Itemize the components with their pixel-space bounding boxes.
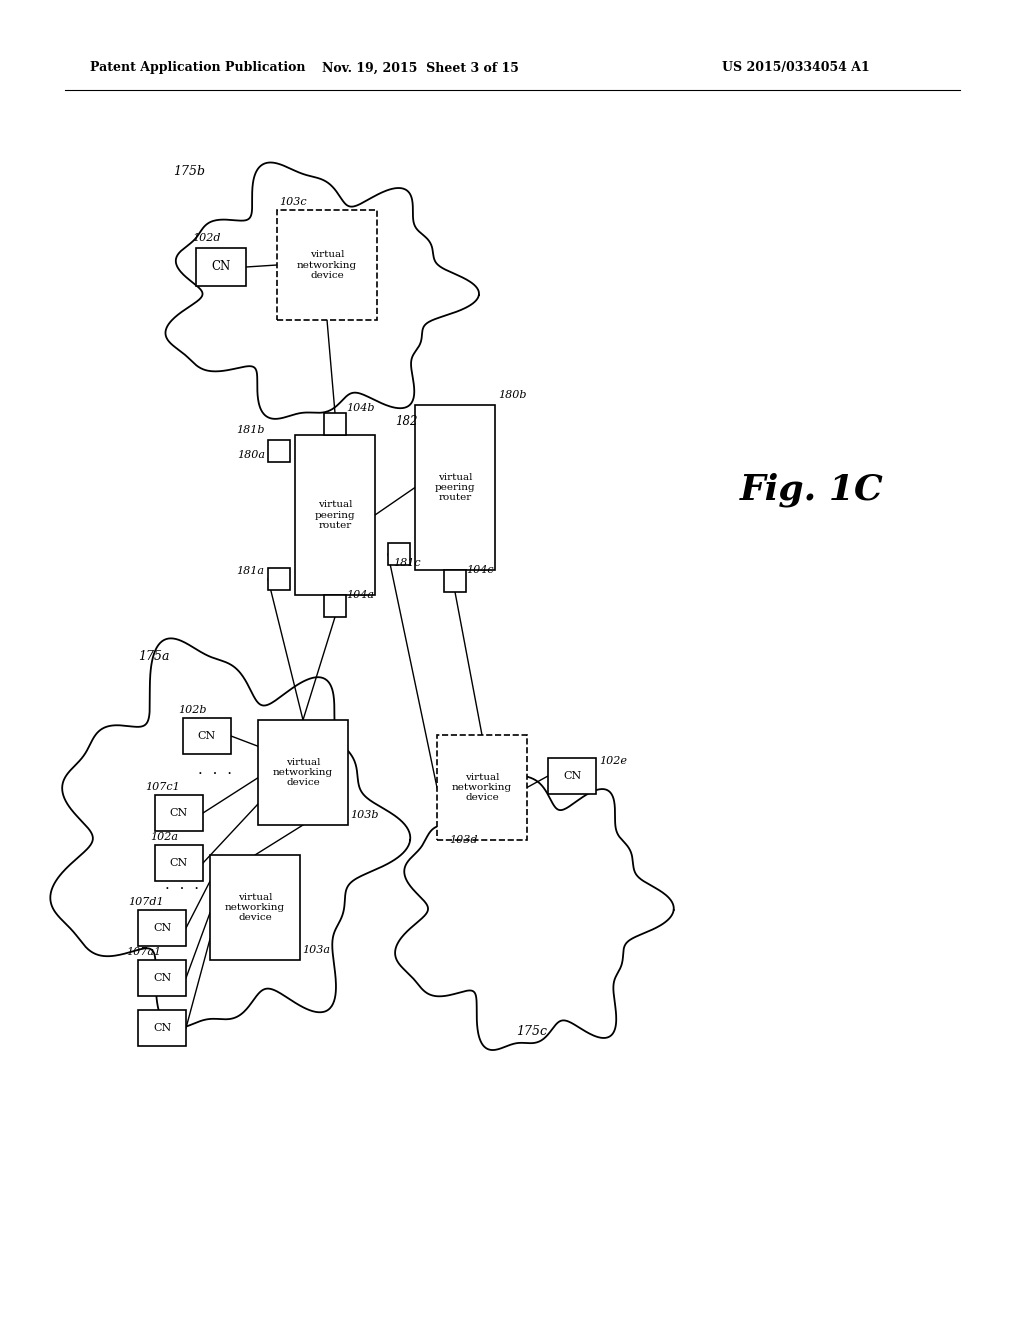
Text: US 2015/0334054 A1: US 2015/0334054 A1	[722, 62, 870, 74]
Text: 175c: 175c	[516, 1026, 547, 1038]
Text: virtual
networking
device: virtual networking device	[273, 758, 333, 788]
Bar	[437, 735, 527, 840]
Bar	[258, 719, 348, 825]
Text: CN: CN	[211, 260, 230, 273]
Text: virtual
networking
device: virtual networking device	[452, 772, 512, 803]
Text: 175b: 175b	[173, 165, 205, 178]
Text: 102e: 102e	[599, 756, 627, 766]
Text: CN: CN	[153, 923, 171, 933]
Text: 103d: 103d	[449, 836, 477, 845]
Bar	[196, 248, 246, 286]
Bar	[155, 845, 203, 880]
Text: 175a: 175a	[138, 649, 170, 663]
Text: 103b: 103b	[350, 810, 379, 820]
Text: 180a: 180a	[237, 450, 265, 459]
Text: Nov. 19, 2015  Sheet 3 of 15: Nov. 19, 2015 Sheet 3 of 15	[322, 62, 518, 74]
Text: 181c: 181c	[393, 558, 421, 568]
Bar	[278, 210, 377, 319]
Text: 107a1: 107a1	[126, 946, 161, 957]
Text: Patent Application Publication: Patent Application Publication	[90, 62, 305, 74]
Text: 102b: 102b	[178, 705, 207, 715]
Text: virtual
networking
device: virtual networking device	[225, 892, 285, 923]
Text: 181a: 181a	[236, 566, 264, 576]
Text: 104c: 104c	[466, 565, 494, 576]
Polygon shape	[395, 760, 674, 1049]
Text: 103a: 103a	[302, 945, 330, 954]
Text: ·  ·  ·: · · ·	[198, 767, 232, 781]
Polygon shape	[50, 639, 411, 1028]
Bar	[183, 718, 231, 754]
Bar	[210, 855, 300, 960]
Bar	[388, 543, 410, 565]
Text: 181b: 181b	[236, 425, 264, 436]
Bar	[295, 436, 375, 595]
Text: 107d1: 107d1	[128, 898, 164, 907]
Text: virtual
peering
router: virtual peering router	[434, 473, 475, 503]
Text: CN: CN	[170, 858, 188, 869]
Bar	[138, 909, 186, 946]
Text: 104a: 104a	[346, 590, 374, 601]
Text: 102a: 102a	[150, 832, 178, 842]
Bar	[268, 440, 290, 462]
Text: 103c: 103c	[279, 197, 306, 207]
Bar	[548, 758, 596, 795]
Text: CN: CN	[198, 731, 216, 741]
Text: 180b: 180b	[498, 389, 526, 400]
Text: ·  ·  ·: · · ·	[165, 882, 199, 896]
Text: CN: CN	[153, 1023, 171, 1034]
Text: 182: 182	[395, 414, 418, 428]
Bar	[415, 405, 495, 570]
Bar	[268, 568, 290, 590]
Text: CN: CN	[170, 808, 188, 818]
Bar	[155, 795, 203, 832]
Text: 104b: 104b	[346, 403, 375, 413]
Text: 102d: 102d	[193, 234, 220, 243]
Text: virtual
networking
device: virtual networking device	[297, 249, 357, 280]
Polygon shape	[166, 162, 479, 418]
Bar	[138, 1010, 186, 1045]
Text: CN: CN	[153, 973, 171, 983]
Text: virtual
peering
router: virtual peering router	[314, 500, 355, 529]
Bar	[324, 595, 346, 616]
Bar	[444, 570, 466, 591]
Text: CN: CN	[563, 771, 582, 781]
Text: Fig. 1C: Fig. 1C	[740, 473, 884, 507]
Bar	[138, 960, 186, 997]
Bar	[324, 413, 346, 436]
Text: 107c1: 107c1	[145, 781, 180, 792]
